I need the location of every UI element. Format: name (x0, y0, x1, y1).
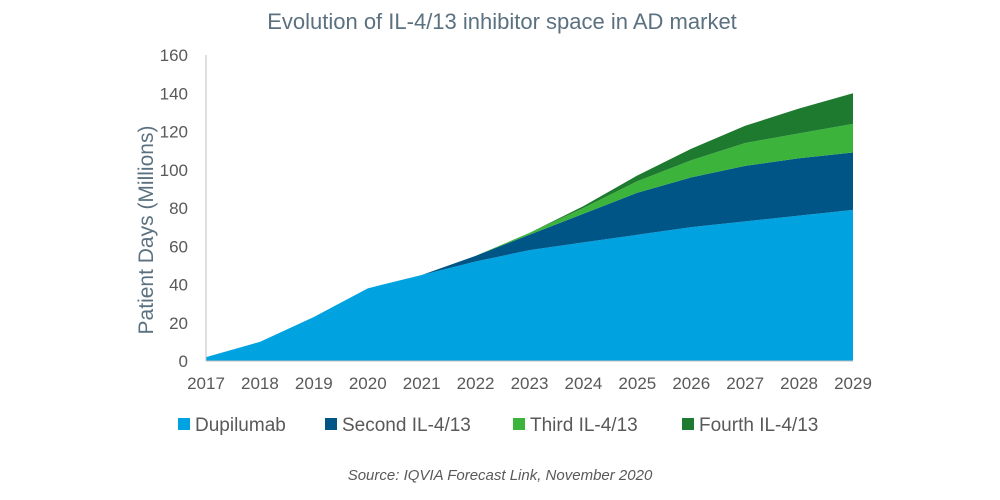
y-axis-label: Patient Days (Millions) (135, 126, 158, 335)
x-tick-label: 2024 (565, 374, 603, 393)
legend-label: Dupilumab (195, 415, 286, 436)
legend-label: Second IL-4/13 (342, 415, 471, 436)
x-tick-label: 2029 (834, 374, 872, 393)
legend-swatch (513, 418, 525, 430)
y-tick-label: 160 (160, 46, 188, 65)
area-series-2 (206, 152, 853, 358)
x-tick-label: 2023 (511, 374, 549, 393)
legend-item: Third IL-4/13 (513, 415, 638, 436)
y-tick-label: 0 (179, 352, 188, 371)
area-series-group (206, 93, 853, 361)
area-series-4 (206, 93, 853, 358)
legend: Dupilumab Second IL-4/13 Third IL-4/13 Four… (178, 415, 818, 436)
x-tick-label: 2028 (780, 374, 818, 393)
y-tick-label: 80 (169, 199, 188, 218)
y-tick-label: 100 (160, 161, 188, 180)
area-series-3 (206, 123, 853, 358)
legend-swatch (178, 418, 190, 430)
y-tick-label: 120 (160, 123, 188, 142)
legend-item: Dupilumab (178, 415, 286, 436)
x-tick-label: 2020 (349, 374, 387, 393)
x-tick-label: 2017 (187, 374, 225, 393)
x-tick-label: 2019 (295, 374, 333, 393)
y-tick-label: 140 (160, 84, 188, 103)
x-tick-label: 2026 (672, 374, 710, 393)
y-tick-label: 20 (169, 314, 188, 333)
area-series-1 (206, 209, 853, 361)
x-tick-label: 2021 (403, 374, 441, 393)
source-note: Source: IQVIA Forecast Link, November 20… (348, 467, 653, 484)
x-tick-label: 2025 (618, 374, 656, 393)
legend-swatch (325, 418, 337, 430)
chart-title: Evolution of IL-4/13 inhibitor space in … (267, 9, 737, 34)
legend-label: Third IL-4/13 (530, 415, 638, 436)
x-tick-label: 2022 (457, 374, 495, 393)
y-tick-label: 60 (169, 237, 188, 256)
x-tick-label: 2018 (241, 374, 279, 393)
legend-swatch (682, 418, 694, 430)
y-tick-label: 40 (169, 276, 188, 295)
legend-item: Fourth IL-4/13 (682, 415, 818, 436)
legend-label: Fourth IL-4/13 (699, 415, 818, 436)
legend-item: Second IL-4/13 (325, 415, 471, 436)
x-tick-label: 2027 (726, 374, 764, 393)
axes-group: 0 20 40 60 80 100 120 140 160 2017 2018 2019 2020 202… (160, 46, 872, 393)
